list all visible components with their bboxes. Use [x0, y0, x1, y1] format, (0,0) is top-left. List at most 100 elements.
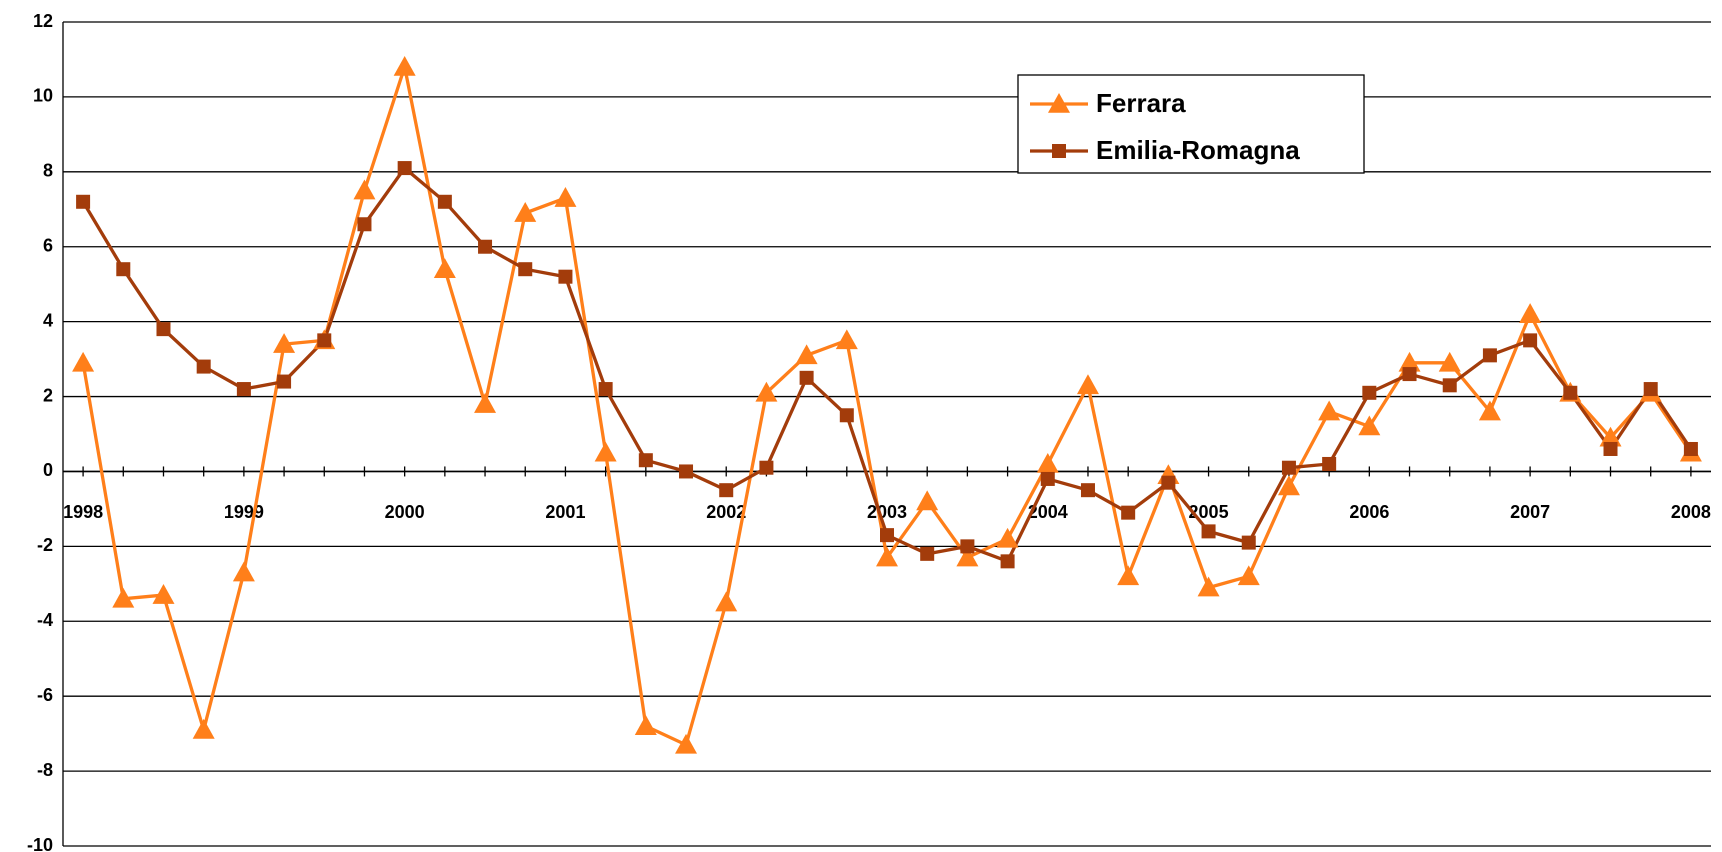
data-point: [920, 546, 935, 561]
data-point: [1237, 565, 1260, 586]
data-point: [437, 194, 452, 209]
y-tick-label: 8: [43, 161, 53, 181]
data-point: [116, 262, 131, 277]
data-point: [638, 453, 653, 468]
data-point: [1402, 367, 1417, 382]
data-point: [996, 527, 1019, 548]
data-point: [960, 539, 975, 554]
data-point: [634, 715, 657, 735]
data-point: [152, 584, 175, 604]
data-point: [1117, 565, 1140, 586]
data-point: [1121, 505, 1136, 520]
data-point: [433, 258, 456, 278]
data-point: [675, 733, 698, 754]
data-point: [478, 239, 493, 254]
y-tick-label: 2: [43, 385, 53, 405]
data-point: [1523, 333, 1538, 348]
data-point: [598, 382, 613, 397]
data-point: [273, 333, 296, 353]
data-point: [1362, 385, 1377, 400]
data-point: [353, 179, 376, 200]
data-point: [719, 483, 734, 498]
legend: [1017, 74, 1365, 174]
data-point: [1599, 426, 1622, 447]
y-tick-label: -4: [37, 610, 53, 630]
data-point: [715, 591, 738, 612]
data-point: [880, 528, 894, 543]
x-tick-label: 1999: [224, 502, 264, 522]
data-point: [839, 408, 854, 423]
data-point: [594, 441, 617, 462]
x-tick-label: 2002: [706, 502, 746, 522]
data-point: [317, 333, 332, 348]
y-tick-label: -8: [37, 760, 53, 780]
y-tick-label: 0: [43, 460, 53, 480]
y-tick-label: -6: [37, 685, 53, 705]
data-point: [1563, 385, 1578, 400]
legend-marker: [1048, 93, 1070, 113]
data-point: [558, 269, 573, 284]
data-point: [518, 262, 533, 277]
data-point: [76, 194, 91, 209]
data-point: [554, 187, 577, 207]
data-point: [799, 370, 814, 385]
data-point: [112, 587, 135, 608]
x-tick-label: 2003: [867, 502, 907, 522]
legend-label: Emilia-Romagna: [1096, 135, 1300, 165]
data-point: [1322, 456, 1337, 471]
data-point: [1603, 441, 1618, 456]
data-point: [755, 381, 778, 402]
data-point: [1281, 460, 1296, 475]
legend-label: Ferrara: [1096, 88, 1186, 118]
x-tick-label: 2001: [545, 502, 585, 522]
x-tick-label: 2000: [385, 502, 425, 522]
data-point: [916, 490, 939, 511]
data-point: [1442, 378, 1457, 393]
data-point: [1398, 351, 1421, 372]
data-point: [1076, 374, 1099, 395]
data-point: [1318, 400, 1341, 421]
data-point: [192, 718, 215, 739]
data-point: [1201, 524, 1216, 539]
data-point: [1036, 452, 1059, 473]
data-point: [156, 322, 171, 337]
y-tick-label: 6: [43, 235, 53, 255]
data-point: [393, 55, 416, 76]
data-point: [277, 374, 292, 389]
data-point: [759, 460, 774, 475]
data-point: [956, 546, 979, 567]
y-tick-label: -10: [27, 835, 53, 852]
data-point: [514, 202, 537, 222]
series-line: [81, 60, 1693, 748]
x-tick-label: 2004: [1028, 502, 1068, 522]
data-point: [357, 217, 372, 232]
data-point: [1478, 400, 1501, 421]
data-point: [236, 382, 251, 397]
x-tick-label: 1998: [63, 502, 103, 522]
data-point: [1040, 471, 1055, 486]
x-tick-label: 2008: [1671, 502, 1711, 522]
data-point: [835, 329, 858, 350]
data-point: [1080, 483, 1095, 498]
data-point: [1197, 576, 1220, 597]
y-tick-label: 10: [33, 86, 53, 106]
data-point: [679, 464, 694, 479]
y-tick-label: -2: [37, 535, 53, 555]
legend-marker: [1052, 144, 1066, 158]
x-tick-label: 2006: [1349, 502, 1389, 522]
data-point: [474, 393, 497, 413]
data-point: [397, 161, 412, 176]
y-tick-label: 4: [43, 310, 53, 330]
data-point: [1438, 351, 1461, 372]
y-tick-label: 12: [33, 11, 53, 31]
data-point: [1241, 535, 1256, 550]
data-point: [1482, 348, 1497, 363]
data-point: [1000, 554, 1015, 569]
data-point: [1519, 303, 1542, 323]
x-tick-label: 2007: [1510, 502, 1550, 522]
data-point: [1683, 441, 1698, 456]
data-point: [196, 359, 211, 374]
data-point: [232, 561, 255, 582]
data-point: [1358, 415, 1381, 436]
